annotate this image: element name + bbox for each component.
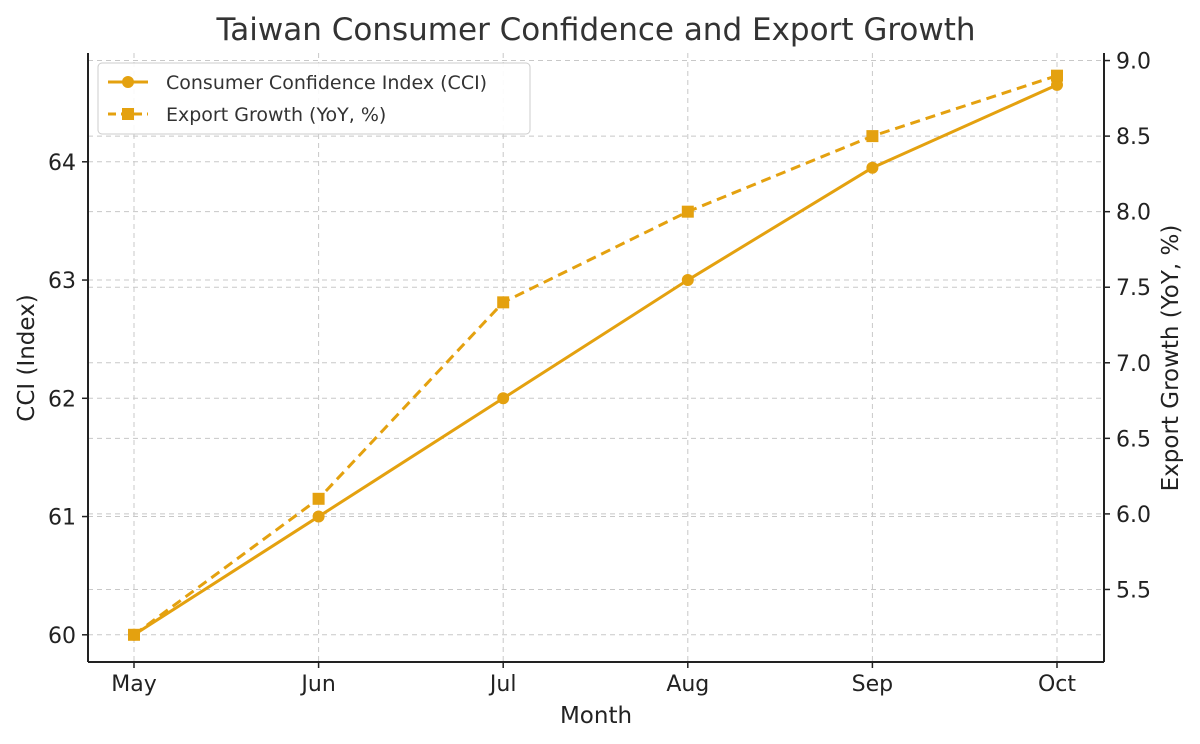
plot-area bbox=[128, 69, 1063, 641]
y-tick-label: 60 bbox=[48, 624, 76, 649]
legend-export-label: Export Growth (YoY, %) bbox=[166, 104, 386, 126]
export-data-point bbox=[312, 492, 325, 505]
export-data-point bbox=[866, 130, 879, 143]
legend: Consumer Confidence Index (CCI) Export G… bbox=[97, 62, 531, 135]
y2-tick-label: 6.5 bbox=[1116, 427, 1151, 452]
grid bbox=[88, 53, 1104, 662]
y-axis-label: CCI (Index) bbox=[14, 294, 40, 421]
legend-cci-label: Consumer Confidence Index (CCI) bbox=[166, 72, 487, 94]
tick-labels: May Jun Jul Aug Sep Oct 60 61 62 63 64 5.5 6.0 6.5 7.0… bbox=[48, 50, 1151, 697]
legend-export-marker bbox=[122, 108, 134, 120]
y2-tick-label: 8.0 bbox=[1116, 201, 1151, 226]
x-tick-label: May bbox=[111, 672, 156, 697]
y2-tick-label: 9.0 bbox=[1116, 50, 1151, 75]
export-data-point bbox=[497, 296, 510, 309]
legend-cci-marker bbox=[122, 76, 134, 88]
cci-data-point bbox=[1051, 78, 1063, 91]
y2-tick-label: 7.5 bbox=[1116, 276, 1151, 301]
x-tick-label: Jun bbox=[299, 672, 335, 697]
cci-series-line bbox=[133, 83, 1058, 637]
cci-data-point bbox=[497, 392, 510, 405]
export-data-point bbox=[1051, 69, 1063, 82]
chart-title: Taiwan Consumer Confidence and Export Gr… bbox=[215, 12, 975, 48]
y-tick-label: 63 bbox=[48, 269, 76, 294]
y2-axis-label: Export Growth (YoY, %) bbox=[1158, 225, 1184, 492]
y-tick-label: 62 bbox=[48, 387, 76, 412]
cci-data-point bbox=[681, 274, 694, 287]
export-data-point bbox=[128, 628, 140, 641]
legend-box bbox=[97, 62, 531, 135]
cci-data-point bbox=[312, 510, 325, 523]
y2-tick-label: 6.0 bbox=[1116, 503, 1151, 528]
export-data-point bbox=[681, 205, 694, 218]
y2-tick-label: 8.5 bbox=[1116, 125, 1151, 150]
y-tick-label: 64 bbox=[48, 151, 76, 176]
x-tick-label: Aug bbox=[666, 672, 709, 697]
y2-tick-label: 7.0 bbox=[1116, 352, 1151, 377]
x-tick-label: Sep bbox=[852, 672, 893, 697]
x-axis-label: Month bbox=[560, 703, 632, 729]
y2-tick-label: 5.5 bbox=[1116, 578, 1151, 603]
x-tick-label: Jul bbox=[488, 672, 517, 697]
cci-data-point bbox=[866, 161, 879, 174]
axes bbox=[87, 53, 1105, 663]
x-tick-label: Oct bbox=[1038, 672, 1076, 697]
export-series-line bbox=[133, 74, 1058, 637]
y-tick-label: 61 bbox=[48, 506, 76, 531]
